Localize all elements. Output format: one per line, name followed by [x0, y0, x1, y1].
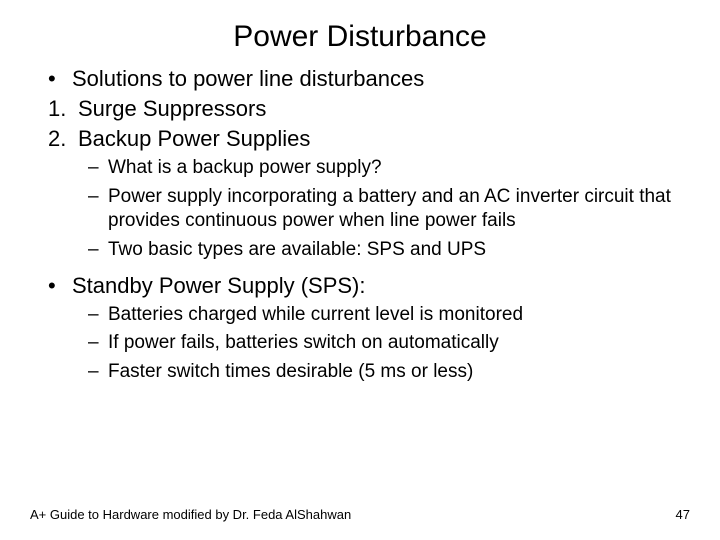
slide-title: Power Disturbance [30, 20, 690, 54]
bullet-text: What is a backup power supply? [108, 156, 690, 181]
dash-marker: – [88, 156, 108, 181]
bullet-text: Faster switch times desirable (5 ms or l… [108, 360, 690, 385]
slide-body: • Solutions to power line disturbances 1… [30, 66, 690, 385]
list-item: 1. Surge Suppressors [48, 96, 690, 122]
dash-marker: – [88, 360, 108, 385]
bullet-text: Solutions to power line disturbances [72, 66, 690, 92]
bullet-text: Standby Power Supply (SPS): [72, 273, 690, 299]
list-item: – Power supply incorporating a battery a… [88, 185, 690, 234]
list-item: – Two basic types are available: SPS and… [88, 238, 690, 263]
dash-marker: – [88, 185, 108, 234]
list-item: 2. Backup Power Supplies [48, 126, 690, 152]
list-item: – Batteries charged while current level … [88, 303, 690, 328]
list-item: – What is a backup power supply? [88, 156, 690, 181]
dash-marker: – [88, 238, 108, 263]
bullet-text: Backup Power Supplies [78, 126, 690, 152]
bullet-marker: • [48, 66, 72, 92]
bullet-text: Power supply incorporating a battery and… [108, 185, 690, 234]
bullet-text: If power fails, batteries switch on auto… [108, 331, 690, 356]
number-marker: 1. [48, 96, 78, 122]
footer-left: A+ Guide to Hardware modified by Dr. Fed… [30, 507, 351, 522]
page-number: 47 [676, 507, 690, 522]
list-item: – If power fails, batteries switch on au… [88, 331, 690, 356]
list-item: • Standby Power Supply (SPS): [48, 273, 690, 299]
dash-marker: – [88, 331, 108, 356]
bullet-marker: • [48, 273, 72, 299]
dash-marker: – [88, 303, 108, 328]
slide-footer: A+ Guide to Hardware modified by Dr. Fed… [30, 507, 690, 522]
bullet-text: Surge Suppressors [78, 96, 690, 122]
bullet-text: Two basic types are available: SPS and U… [108, 238, 690, 263]
list-item: • Solutions to power line disturbances [48, 66, 690, 92]
bullet-text: Batteries charged while current level is… [108, 303, 690, 328]
list-item: – Faster switch times desirable (5 ms or… [88, 360, 690, 385]
number-marker: 2. [48, 126, 78, 152]
